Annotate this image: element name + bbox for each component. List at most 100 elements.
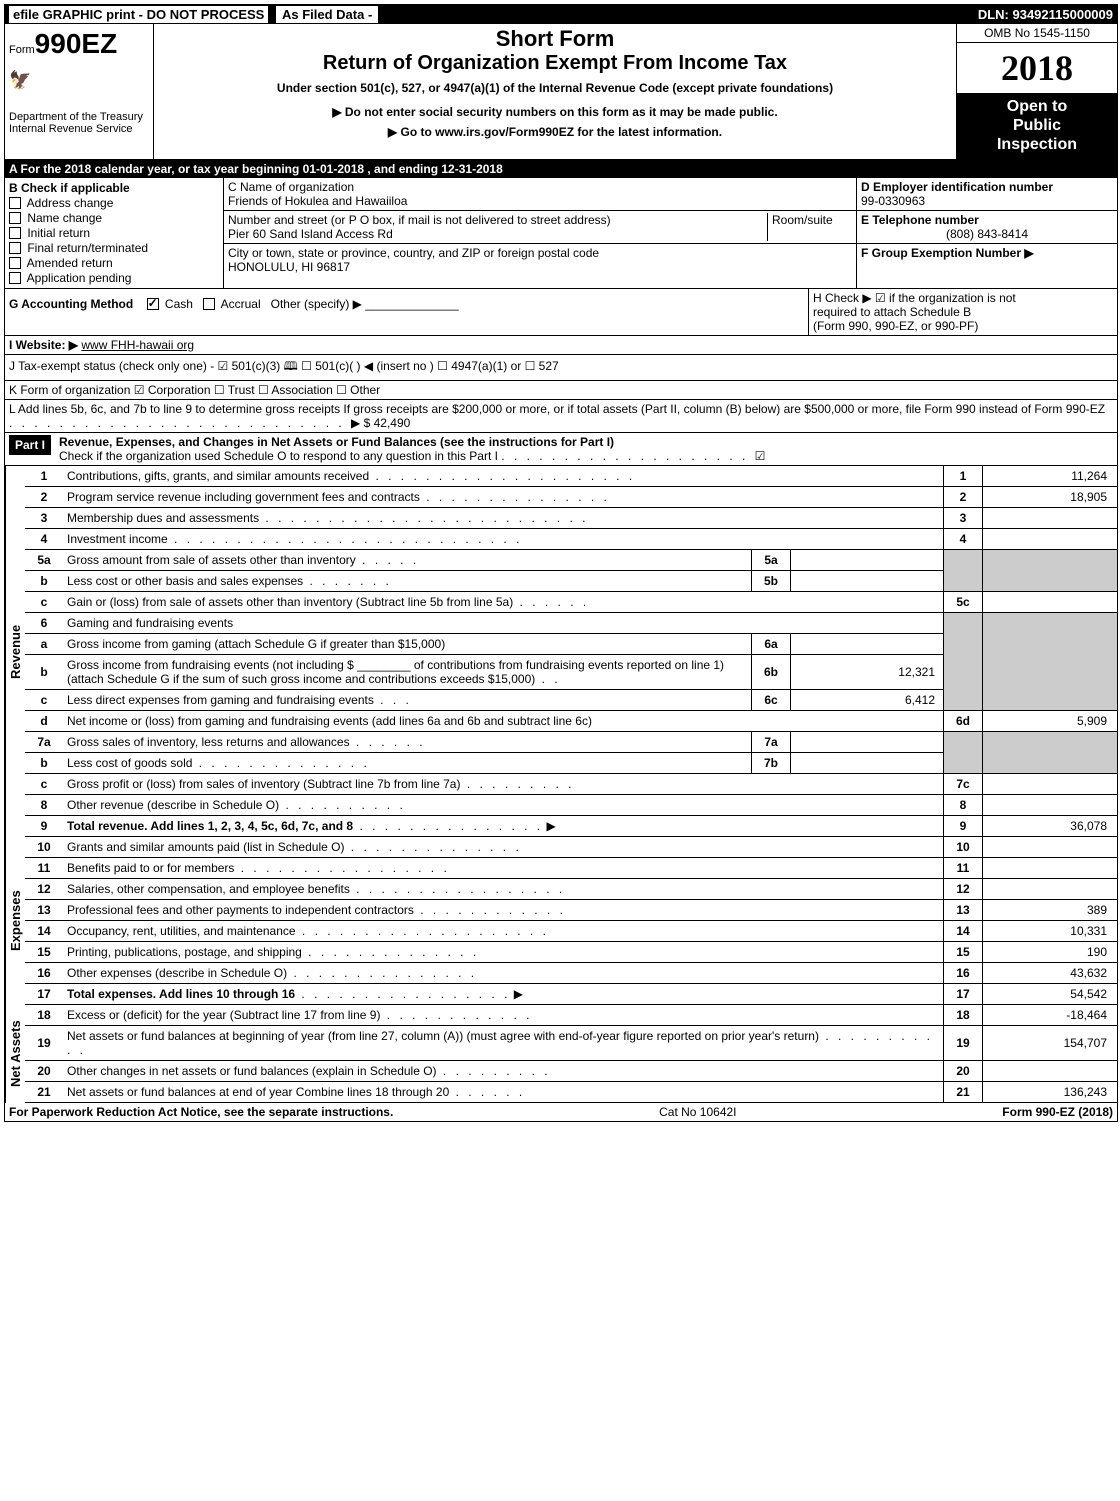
line18-value: -18,464 bbox=[983, 1005, 1118, 1026]
line9-value: 36,078 bbox=[983, 815, 1118, 836]
netassets-table: 18Excess or (deficit) for the year (Subt… bbox=[25, 1005, 1117, 1103]
subtitle: Under section 501(c), 527, or 4947(a)(1)… bbox=[160, 81, 950, 95]
website-value: www FHH-hawaii org bbox=[81, 338, 194, 352]
section-j: J Tax-exempt status (check only one) - ☑… bbox=[5, 355, 1117, 380]
efile-label: efile GRAPHIC print - DO NOT PROCESS bbox=[9, 6, 268, 23]
expenses-section: Expenses 10Grants and similar amounts pa… bbox=[5, 837, 1117, 1005]
org-name: Friends of Hokulea and Hawaiiloa bbox=[228, 194, 852, 208]
check-name-change[interactable] bbox=[9, 212, 21, 224]
line21-value: 136,243 bbox=[983, 1081, 1118, 1102]
top-bar-left: efile GRAPHIC print - DO NOT PROCESS As … bbox=[9, 7, 378, 22]
section-l-value: ▶ $ 42,490 bbox=[351, 416, 410, 430]
inspect-line2: Public bbox=[961, 116, 1113, 135]
tax-exempt-row: J Tax-exempt status (check only one) - ☑… bbox=[5, 355, 1117, 381]
asfiled-label: As Filed Data - bbox=[276, 6, 378, 23]
netassets-label: Net Assets bbox=[5, 1005, 25, 1103]
form-prefix: Form bbox=[9, 44, 35, 56]
header-mid: Short Form Return of Organization Exempt… bbox=[154, 24, 956, 159]
section-a: A For the 2018 calendar year, or tax yea… bbox=[5, 160, 1117, 178]
check-amended-return[interactable] bbox=[9, 257, 21, 269]
section-h-line2: required to attach Schedule B bbox=[813, 305, 1113, 319]
netassets-section: Net Assets 18Excess or (deficit) for the… bbox=[5, 1005, 1117, 1103]
inspect-line3: Inspection bbox=[961, 135, 1113, 154]
check-application-pending[interactable] bbox=[9, 272, 21, 284]
addr-label: Number and street (or P O box, if mail i… bbox=[228, 213, 767, 227]
irs-label: Internal Revenue Service bbox=[9, 123, 149, 135]
part1-label: Part I bbox=[9, 435, 51, 455]
line17-value: 54,542 bbox=[983, 983, 1118, 1004]
line2-value: 18,905 bbox=[983, 486, 1118, 507]
room-suite-label: Room/suite bbox=[767, 213, 852, 241]
website-row: I Website: ▶ www FHH-hawaii org bbox=[5, 336, 1117, 355]
main-title: Return of Organization Exempt From Incom… bbox=[160, 52, 950, 75]
check-initial-return[interactable] bbox=[9, 227, 21, 239]
part1-title: Revenue, Expenses, and Changes in Net As… bbox=[59, 435, 614, 449]
line15-value: 190 bbox=[983, 941, 1118, 962]
check-accrual[interactable] bbox=[203, 298, 215, 310]
group-exemption-label: F Group Exemption Number ▶ bbox=[861, 246, 1034, 260]
revenue-section: Revenue 1Contributions, gifts, grants, a… bbox=[5, 466, 1117, 837]
line13-value: 389 bbox=[983, 899, 1118, 920]
section-h-line3: (Form 990, 990-EZ, or 990-PF) bbox=[813, 319, 1113, 333]
city-label: City or town, state or province, country… bbox=[228, 246, 852, 260]
line6d-value: 5,909 bbox=[983, 710, 1118, 731]
omb-number: OMB No 1545-1150 bbox=[957, 24, 1117, 43]
tel-label: E Telephone number bbox=[861, 213, 979, 227]
dln-label: DLN: 93492115000009 bbox=[978, 7, 1113, 22]
check-cash[interactable] bbox=[147, 298, 159, 310]
seal-icon: 🦅 bbox=[9, 70, 149, 91]
line19-value: 154,707 bbox=[983, 1025, 1118, 1060]
section-l-row: L Add lines 5b, 6c, and 7b to line 9 to … bbox=[5, 400, 1117, 433]
goto-link: ▶ Go to www.irs.gov/Form990EZ for the la… bbox=[160, 125, 950, 139]
ein-label: D Employer identification number bbox=[861, 180, 1053, 194]
form-number: 990EZ bbox=[35, 28, 118, 59]
revenue-table: 1Contributions, gifts, grants, and simil… bbox=[25, 466, 1117, 837]
website-label: I Website: ▶ bbox=[9, 338, 78, 352]
top-bar: efile GRAPHIC print - DO NOT PROCESS As … bbox=[5, 5, 1117, 24]
check-final-return[interactable] bbox=[9, 242, 21, 254]
org-info-row: B Check if applicable Address change Nam… bbox=[5, 178, 1117, 289]
ssn-warning: ▶ Do not enter social security numbers o… bbox=[160, 105, 950, 119]
line3-value bbox=[983, 507, 1118, 528]
section-h-line1: H Check ▶ ☑ if the organization is not bbox=[813, 291, 1113, 305]
check-address-change[interactable] bbox=[9, 197, 21, 209]
part1-subtitle: Check if the organization used Schedule … bbox=[59, 449, 498, 463]
section-b: B Check if applicable Address change Nam… bbox=[5, 178, 224, 288]
form-header: Form990EZ 🦅 Department of the Treasury I… bbox=[5, 24, 1117, 160]
footer: For Paperwork Reduction Act Notice, see … bbox=[5, 1103, 1117, 1121]
line6b-value: 12,321 bbox=[791, 654, 944, 689]
inspect-line1: Open to bbox=[961, 97, 1113, 116]
form-990ez: efile GRAPHIC print - DO NOT PROCESS As … bbox=[4, 4, 1118, 1122]
line1-value: 11,264 bbox=[983, 466, 1118, 487]
tax-year: 2018 bbox=[957, 43, 1117, 93]
addr-value: Pier 60 Sand Island Access Rd bbox=[228, 227, 767, 241]
section-k: K Form of organization ☑ Corporation ☐ T… bbox=[5, 381, 1117, 399]
org-name-label: C Name of organization bbox=[228, 180, 852, 194]
city-value: HONOLULU, HI 96817 bbox=[228, 260, 852, 274]
tel-value: (808) 843-8414 bbox=[861, 227, 1113, 241]
ein-value: 99-0330963 bbox=[861, 194, 1113, 208]
expenses-table: 10Grants and similar amounts paid (list … bbox=[25, 837, 1117, 1005]
part1-header-row: Part I Revenue, Expenses, and Changes in… bbox=[5, 433, 1117, 466]
line16-value: 43,632 bbox=[983, 962, 1118, 983]
section-g-label: G Accounting Method bbox=[9, 297, 133, 311]
accounting-row: G Accounting Method Cash Accrual Other (… bbox=[5, 289, 1117, 336]
inspection-box: Open to Public Inspection bbox=[957, 93, 1117, 159]
footer-left: For Paperwork Reduction Act Notice, see … bbox=[9, 1105, 393, 1119]
header-left: Form990EZ 🦅 Department of the Treasury I… bbox=[5, 24, 154, 159]
header-right: OMB No 1545-1150 2018 Open to Public Ins… bbox=[956, 24, 1117, 159]
line14-value: 10,331 bbox=[983, 920, 1118, 941]
section-b-title: B Check if applicable bbox=[9, 181, 130, 195]
right-info: D Employer identification number 99-0330… bbox=[857, 178, 1117, 288]
footer-right: Form 990-EZ (2018) bbox=[1002, 1105, 1113, 1119]
revenue-label: Revenue bbox=[5, 466, 25, 837]
footer-mid: Cat No 10642I bbox=[659, 1105, 736, 1119]
form-number-block: Form990EZ bbox=[9, 28, 149, 60]
form-org-row: K Form of organization ☑ Corporation ☐ T… bbox=[5, 381, 1117, 400]
short-form-title: Short Form bbox=[160, 26, 950, 52]
section-c: C Name of organization Friends of Hokule… bbox=[224, 178, 857, 288]
dept-treasury: Department of the Treasury bbox=[9, 111, 149, 123]
line4-value bbox=[983, 528, 1118, 549]
section-l-text: L Add lines 5b, 6c, and 7b to line 9 to … bbox=[9, 402, 1105, 416]
line6c-value: 6,412 bbox=[791, 689, 944, 710]
